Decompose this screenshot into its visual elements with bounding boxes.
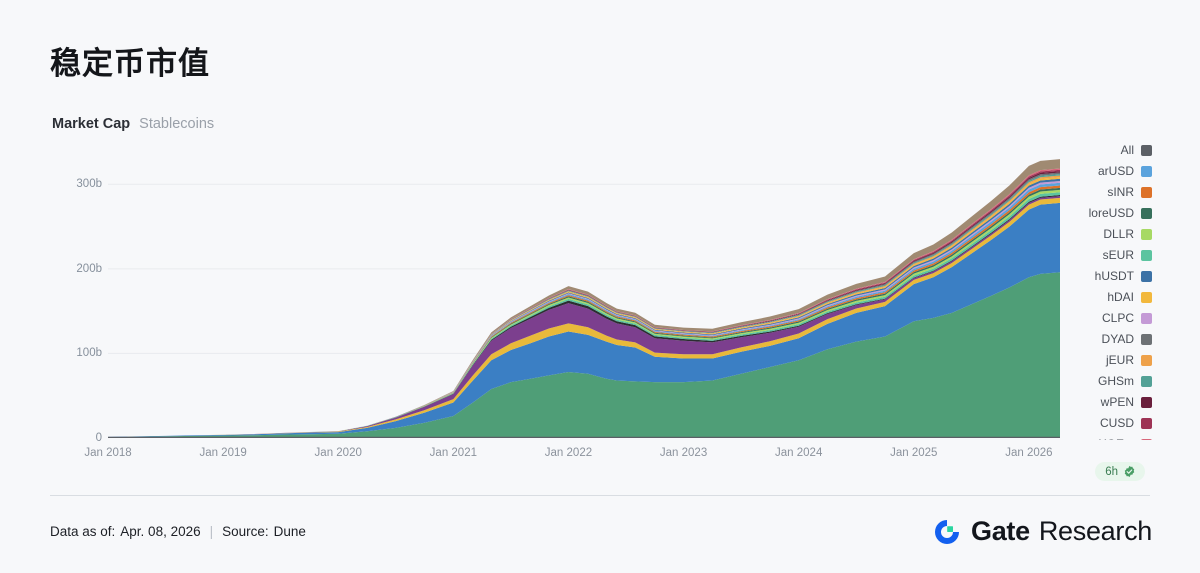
legend-color-swatch [1141, 187, 1152, 198]
legend-color-swatch [1141, 355, 1152, 366]
x-axis-labels: Jan 2018 Jan 2019 Jan 2020 Jan 2021 Jan 2022… [84, 442, 1060, 464]
legend-item[interactable]: All [1042, 140, 1152, 161]
footer-separator: | [209, 524, 214, 539]
brand-secondary: Research [1038, 516, 1152, 546]
legend-color-swatch [1141, 208, 1152, 219]
legend-item[interactable]: XOEm [1042, 434, 1152, 440]
legend-color-swatch [1141, 334, 1152, 345]
legend-item[interactable]: arUSD [1042, 161, 1152, 182]
legend-item[interactable]: loreUSD [1042, 203, 1152, 224]
legend-item-label: XOEm [1099, 434, 1134, 440]
legend-item[interactable]: CLPC [1042, 308, 1152, 329]
legend-item-label: DYAD [1101, 332, 1134, 346]
x-axis-tick-label: Jan 2024 [775, 447, 823, 459]
legend-item-label: hDAI [1107, 290, 1134, 304]
chart-container: 0 100b 200b 300b Jan 2018 Jan 2019 Jan 2020 Ja… [50, 142, 1150, 482]
legend-item-label: CLPC [1101, 311, 1134, 325]
x-axis-tick-label: Jan 2023 [659, 447, 708, 459]
verified-check-icon [1123, 465, 1136, 478]
freshness-label: 6h [1105, 465, 1118, 478]
metric-category-label: Stablecoins [139, 116, 215, 132]
footer-divider [50, 495, 1150, 496]
x-axis-tick-label: Jan 2025 [890, 447, 938, 459]
legend-item[interactable]: sEUR [1042, 245, 1152, 266]
legend-item-label: hUSDT [1094, 269, 1134, 283]
source-label: Source: [222, 524, 269, 539]
area-series [108, 196, 1060, 437]
chart-subtitle: Market Cap Stablecoins [52, 116, 214, 132]
legend-item[interactable]: DYAD [1042, 329, 1152, 350]
gate-logo-mark-icon [932, 517, 962, 547]
legend-item-label: CUSD [1099, 416, 1134, 430]
legend-item[interactable]: CUSD [1042, 413, 1152, 434]
data-as-of-value: Apr. 08, 2026 [120, 524, 201, 539]
y-axis-tick-label: 200b [76, 262, 102, 275]
x-axis-tick-label: Jan 2020 [314, 447, 362, 459]
page-title: 稳定币市值 [50, 46, 210, 81]
legend-item-label: jEUR [1105, 353, 1134, 367]
legend-item-label: wPEN [1100, 395, 1134, 409]
footer-meta: Data as of: Apr. 08, 2026 | Source: Dune [50, 524, 306, 539]
series-legend[interactable]: All arUSD sINR loreUSD DLLR sEUR hUSDT hDAI CLPC… [1042, 140, 1152, 440]
y-axis-tick-label: 0 [95, 432, 102, 444]
legend-item-label: sINR [1107, 185, 1134, 199]
legend-item-label: GHSm [1098, 374, 1134, 388]
legend-color-swatch [1141, 292, 1152, 303]
metric-label: Market Cap [52, 116, 131, 132]
legend-item-label: arUSD [1097, 164, 1134, 178]
legend-item[interactable]: sINR [1042, 182, 1152, 203]
data-freshness-badge[interactable]: 6h [1095, 462, 1145, 481]
legend-color-swatch [1141, 376, 1152, 387]
source-value: Dune [273, 524, 306, 539]
legend-item[interactable]: hUSDT [1042, 266, 1152, 287]
y-axis-tick-label: 300b [76, 178, 102, 191]
legend-color-swatch [1141, 250, 1152, 261]
legend-color-swatch [1141, 397, 1152, 408]
y-axis-tick-label: 100b [76, 347, 102, 360]
gate-research-logo: Gate Research [932, 516, 1152, 547]
stacked-area-svg[interactable] [108, 142, 1060, 438]
x-axis-tick-label: Jan 2019 [199, 447, 247, 459]
legend-item[interactable]: wPEN [1042, 392, 1152, 413]
legend-color-swatch [1141, 271, 1152, 282]
legend-color-swatch [1141, 145, 1152, 156]
brand-primary: Gate [971, 516, 1030, 546]
area-series [108, 202, 1060, 438]
brand-wordmark: Gate Research [971, 516, 1152, 547]
legend-item-label: All [1120, 143, 1134, 157]
legend-item-label: sEUR [1102, 248, 1134, 262]
data-as-of-label: Data as of: [50, 524, 116, 539]
legend-item[interactable]: GHSm [1042, 371, 1152, 392]
x-axis-tick-label: Jan 2018 [84, 447, 132, 459]
legend-color-swatch [1141, 166, 1152, 177]
x-axis-tick-label: Jan 2022 [544, 447, 593, 459]
x-axis-tick-label: Jan 2026 [1005, 447, 1053, 459]
legend-item[interactable]: hDAI [1042, 287, 1152, 308]
plot-area[interactable] [108, 142, 1060, 438]
legend-color-swatch [1141, 229, 1152, 240]
y-axis-labels: 0 100b 200b 300b [50, 142, 102, 444]
legend-item[interactable]: jEUR [1042, 350, 1152, 371]
legend-item-label: loreUSD [1088, 206, 1134, 220]
legend-item-label: DLLR [1103, 227, 1134, 241]
legend-item[interactable]: DLLR [1042, 224, 1152, 245]
legend-color-swatch [1141, 313, 1152, 324]
legend-color-swatch [1141, 439, 1152, 440]
legend-color-swatch [1141, 418, 1152, 429]
x-axis-tick-label: Jan 2021 [429, 447, 478, 459]
area-series [108, 272, 1060, 438]
